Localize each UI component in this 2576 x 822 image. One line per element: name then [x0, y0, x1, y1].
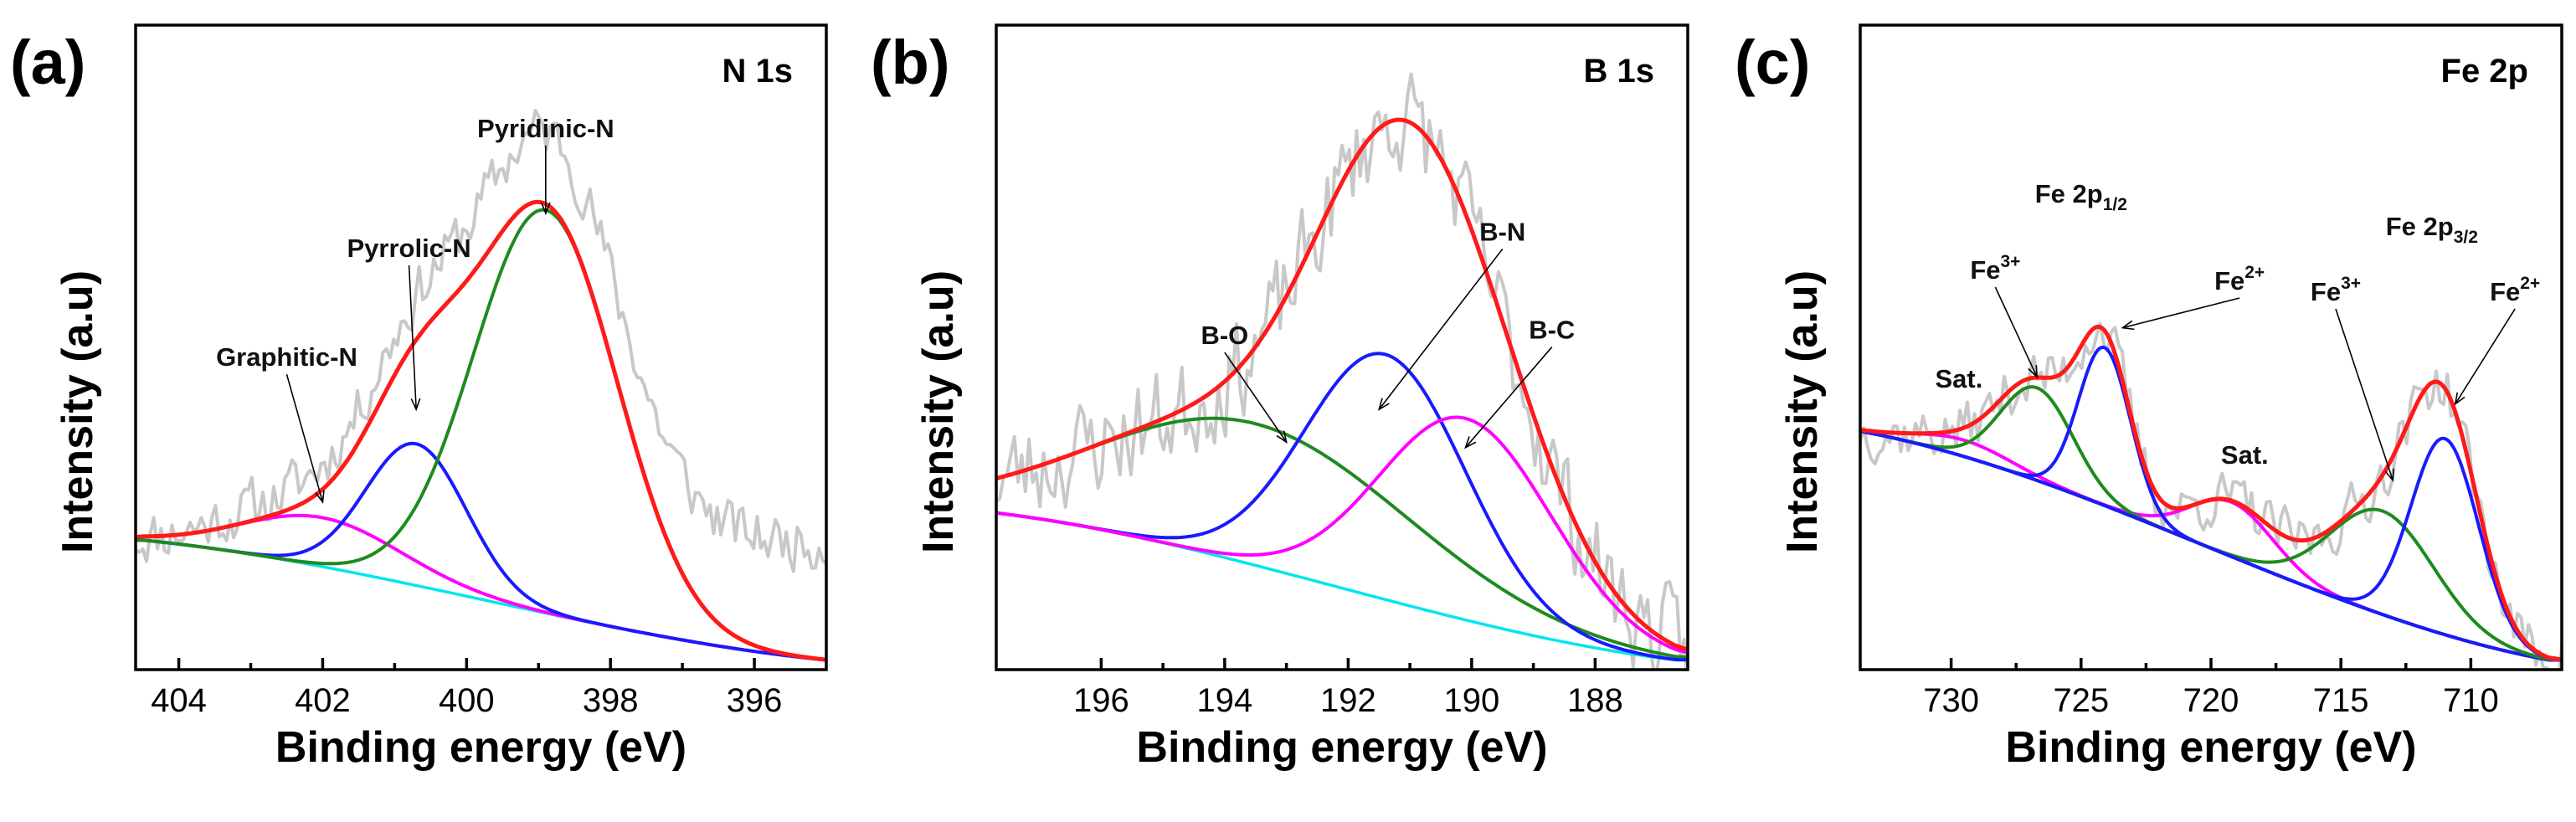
- x-tick-label: 710: [2443, 682, 2499, 719]
- panel-fe2p: 730 725 720 715 710 Binding energy (eV) Intens…: [1735, 23, 2563, 772]
- leader-line: [1994, 286, 2038, 378]
- plot-area: [136, 108, 826, 662]
- x-tick-label: 196: [1073, 682, 1129, 719]
- x-axis-title: Binding energy (eV): [275, 723, 686, 772]
- x-tick-label: 400: [439, 682, 495, 719]
- peak-label: B-C: [1529, 316, 1575, 345]
- leader-arrowhead: [2454, 392, 2465, 406]
- leader-line: [2122, 297, 2240, 329]
- leader-line: [2335, 308, 2394, 480]
- series-background: [136, 538, 826, 662]
- peak-label: Fe 2p1/2: [2035, 179, 2127, 214]
- peak-label: Fe 2p3/2: [2386, 212, 2478, 247]
- panel-title: N 1s: [722, 53, 794, 90]
- leader-line: [285, 373, 324, 502]
- leader-arrowhead: [2384, 468, 2394, 482]
- plot-frame: [1859, 23, 2563, 671]
- x-tick-label: 192: [1320, 682, 1376, 719]
- peak-label: Fe2+: [2214, 263, 2265, 295]
- x-tick-label: 720: [2183, 682, 2239, 719]
- peak-label: Graphitic-N: [216, 342, 357, 372]
- series-fe2-2p3-2: [1860, 429, 2562, 661]
- leader-arrowhead: [2121, 320, 2135, 331]
- peak-label: Fe3+: [2311, 274, 2361, 306]
- peak-label: Fe2+: [2490, 274, 2540, 306]
- panel-label: (b): [871, 28, 950, 97]
- series-raw: [996, 72, 1688, 670]
- peak-label: Sat.: [1936, 364, 1983, 393]
- leader-arrowhead: [1276, 430, 1288, 444]
- panel-label: (c): [1735, 28, 1810, 97]
- leader-arrowhead: [1464, 436, 1477, 450]
- series-raw: [136, 108, 826, 573]
- series-envelope: [996, 117, 1688, 652]
- leader-line: [1224, 352, 1288, 443]
- leader-line: [1378, 248, 1504, 410]
- peak-label: Fe3+: [1970, 252, 2020, 285]
- peak-label: Pyridinic-N: [477, 114, 614, 143]
- series-b-n: [996, 352, 1688, 662]
- y-axis-title: Intensity (a.u): [914, 270, 963, 553]
- series-background: [1860, 429, 2562, 662]
- x-tick-label: 194: [1197, 682, 1253, 719]
- x-tick-label: 398: [583, 682, 639, 719]
- plot-area: [996, 72, 1688, 670]
- plot-frame: [134, 23, 828, 671]
- x-tick-label: 725: [2053, 682, 2109, 719]
- leader-arrowhead: [2028, 365, 2038, 379]
- panel-title: B 1s: [1584, 53, 1655, 90]
- series-envelope: [136, 199, 826, 662]
- plot-area: [1860, 321, 2562, 670]
- y-axis-title: Intensity (a.u): [1778, 270, 1827, 553]
- peak-label: B-N: [1479, 217, 1525, 246]
- peak-label: B-O: [1201, 321, 1248, 350]
- series-raw: [1860, 321, 2562, 670]
- y-axis-title: Intensity (a.u): [54, 270, 102, 553]
- plot-frame: [995, 23, 1689, 671]
- series-background: [996, 511, 1688, 662]
- x-tick-label: 396: [727, 682, 783, 719]
- peak-label: Sat.: [2221, 440, 2269, 470]
- x-tick-label: 190: [1444, 682, 1500, 719]
- leader-line: [2455, 308, 2516, 405]
- series-b-c: [996, 415, 1688, 655]
- peak-label: Pyrrolic-N: [347, 234, 470, 263]
- panel-n1s: 404 402 400 398 396 Binding energy (eV) Intens…: [10, 23, 828, 772]
- panel-label: (a): [10, 28, 85, 97]
- leader-arrowhead: [315, 490, 325, 504]
- x-tick-label: 715: [2313, 682, 2369, 719]
- leader-arrowhead: [540, 202, 551, 216]
- leader-line: [408, 265, 417, 410]
- series-fe3-2p3-2: [1860, 429, 2562, 662]
- x-tick-label: 402: [295, 682, 351, 719]
- x-axis-title: Binding energy (eV): [1136, 723, 1547, 772]
- x-tick-label: 404: [151, 682, 207, 719]
- panel-b1s: 196 194 192 190 188 Binding energy (eV) Intens…: [871, 23, 1689, 772]
- leader-arrowhead: [1377, 398, 1390, 411]
- series-sat: [1860, 428, 2562, 662]
- leader-arrowhead: [410, 398, 421, 412]
- x-tick-label: 730: [1923, 682, 1979, 719]
- x-axis-title: Binding energy (eV): [2005, 723, 2416, 772]
- x-tick-label: 188: [1567, 682, 1623, 719]
- series-envelope: [1860, 324, 2562, 661]
- leader-line: [1464, 347, 1553, 449]
- panel-title: Fe 2p: [2441, 53, 2528, 90]
